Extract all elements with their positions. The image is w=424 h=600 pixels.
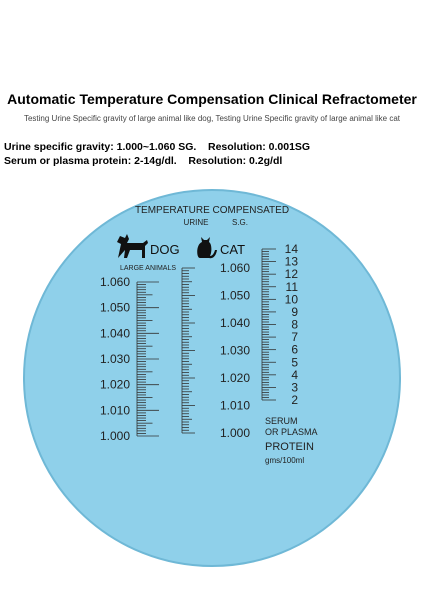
scale-label: 1.040: [220, 316, 250, 330]
scale-disc: [23, 189, 401, 567]
scale-label: 1.030: [100, 352, 130, 366]
scale-label: 13: [285, 255, 299, 269]
protein-line: OR PLASMA: [265, 427, 318, 437]
dog-label: DOG: [150, 242, 180, 257]
scale-label: 1.010: [220, 399, 250, 413]
cat-icon: [197, 237, 217, 259]
protein-line: PROTEIN: [265, 441, 314, 453]
urine: URINE: [184, 218, 209, 227]
scale-label: 10: [285, 292, 299, 306]
scale-label: 1.060: [220, 261, 250, 275]
scale-label: 8: [291, 318, 298, 332]
protein-unit: gms/100ml: [265, 456, 304, 465]
scale-label: 5: [291, 355, 298, 369]
scale-label: 1.020: [220, 371, 250, 385]
cat-label: CAT: [220, 242, 245, 257]
scale-label: 1.050: [220, 289, 250, 303]
scale-label: 1.040: [100, 326, 130, 340]
scale-label: 1.000: [100, 429, 130, 443]
scale-label: 2: [291, 393, 298, 407]
scale-label: 1.020: [100, 378, 130, 392]
protein-line: SERUM: [265, 416, 298, 426]
scale-label: 6: [291, 343, 298, 357]
scale-label: 1.060: [100, 275, 130, 289]
scale-label: 1.030: [220, 344, 250, 358]
scale-label: 3: [291, 380, 298, 394]
scales: 1.060 1.050 1.040 1.030 1.020 1.010 1.000 1.060…: [100, 242, 298, 443]
scale-label: 12: [285, 267, 299, 281]
scale-label: 4: [291, 368, 298, 382]
scale-label: 7: [291, 330, 298, 344]
spec: Serum or plasma protein: 2-14g/dl. Resol…: [4, 155, 282, 167]
title: Automatic Temperature Compensation Clini…: [7, 91, 417, 107]
scale-label: 14: [285, 242, 299, 256]
spec: Urine specific gravity: 1.000~1.060 SG. …: [4, 141, 310, 153]
scale-label: 1.050: [100, 301, 130, 315]
scale-label: 9: [291, 305, 298, 319]
subtitle: Testing Urine Specific gravity of large …: [24, 114, 401, 123]
scale-label: 1.010: [100, 403, 130, 417]
heading: TEMPERATURE COMPENSATED: [135, 205, 289, 216]
scale-label: 11: [286, 280, 299, 294]
dog-icon: [117, 234, 148, 258]
dog-note: LARGE ANIMALS: [120, 265, 176, 272]
sg: S.G.: [232, 218, 248, 227]
scale-label: 1.000: [220, 426, 250, 440]
